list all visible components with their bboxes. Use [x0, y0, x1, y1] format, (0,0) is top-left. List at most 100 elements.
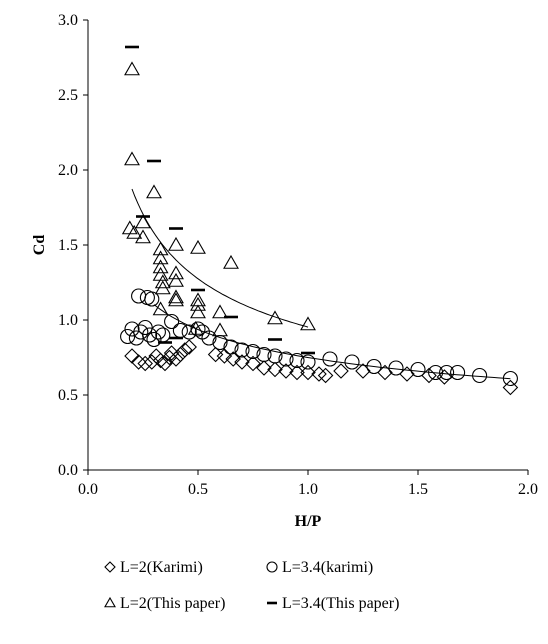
data-point — [223, 254, 239, 269]
data-point — [245, 343, 261, 360]
data-point — [225, 351, 241, 367]
y-tick-label: 0.5 — [58, 387, 78, 404]
series-triangle — [121, 61, 316, 337]
trendline — [153, 304, 511, 380]
data-point — [135, 229, 151, 244]
y-tick-label: 1.5 — [58, 237, 78, 254]
data-point — [439, 364, 455, 381]
data-point — [130, 354, 147, 370]
data-point — [150, 324, 166, 340]
data-point — [168, 272, 184, 287]
data-point — [190, 239, 206, 254]
data-point — [472, 367, 488, 384]
y-tick-label: 2.5 — [58, 87, 78, 104]
data-point — [135, 214, 151, 229]
data-point — [137, 319, 153, 336]
data-point — [234, 354, 250, 370]
axes — [87, 20, 528, 471]
data-point — [278, 351, 294, 367]
legend-marker — [104, 596, 116, 608]
data-point — [155, 327, 171, 343]
data-point — [142, 327, 158, 343]
data-point — [133, 324, 149, 340]
data-point — [144, 291, 160, 307]
legend-label: L=2(Karimi) — [120, 559, 203, 576]
data-point — [187, 320, 204, 335]
legend-label: L=3.4(This paper) — [282, 595, 399, 612]
legend-label: L=2(This paper) — [120, 595, 225, 612]
data-point — [168, 292, 184, 307]
data-point — [245, 355, 261, 372]
x-tick-label: 1.5 — [408, 481, 428, 498]
data-point — [300, 354, 316, 370]
plot-area — [120, 45, 519, 396]
data-point — [267, 348, 283, 364]
data-point — [152, 241, 169, 256]
data-point — [201, 330, 217, 346]
data-point — [234, 342, 250, 358]
data-point — [428, 364, 444, 381]
data-point — [256, 346, 272, 363]
data-point — [139, 289, 155, 306]
data-point — [317, 367, 334, 384]
data-point — [278, 363, 294, 379]
data-point — [289, 352, 305, 369]
series-dash — [125, 45, 315, 355]
data-point — [181, 324, 197, 340]
data-point — [502, 379, 519, 396]
data-point — [154, 280, 171, 295]
data-point — [190, 292, 206, 307]
legend: L=2(Karimi) L=3.4(karimi) L=2(This paper) L… — [104, 559, 399, 612]
data-point — [311, 366, 327, 382]
legend-marker — [266, 561, 278, 573]
data-point — [146, 184, 162, 199]
data-point — [152, 259, 169, 274]
data-point — [146, 331, 162, 348]
series-diamond — [124, 339, 519, 396]
y-axis-title: Cd — [31, 235, 48, 256]
data-point — [126, 224, 143, 239]
data-point — [124, 321, 140, 337]
data-point — [144, 354, 160, 370]
y-tick-label: 3.0 — [58, 12, 78, 29]
data-point — [164, 313, 180, 330]
data-point — [190, 304, 206, 319]
x-tick-label: 0.5 — [188, 481, 208, 498]
data-point — [410, 361, 426, 378]
legend-marker — [104, 561, 116, 573]
data-point — [300, 364, 316, 381]
data-point — [207, 346, 224, 363]
data-point — [212, 322, 228, 337]
data-point — [256, 360, 272, 376]
data-point — [344, 354, 360, 370]
data-point — [152, 250, 169, 265]
data-point — [177, 342, 193, 358]
data-point — [157, 355, 173, 372]
tick-labels: 0.0 0.5 1.0 1.5 2.0 0.0 0.5 1.0 1.5 2.0 2.5 3.0 — [58, 12, 538, 498]
data-point — [120, 328, 136, 345]
x-axis-title: H/P — [295, 513, 322, 530]
data-point — [124, 61, 140, 76]
data-point — [366, 358, 382, 375]
x-tick-label: 1.0 — [298, 481, 318, 498]
data-point — [190, 296, 206, 311]
x-tick-label: 0.0 — [78, 481, 98, 498]
data-point — [124, 151, 140, 166]
data-point — [181, 339, 197, 355]
legend-item: L=2(This paper) — [104, 595, 225, 612]
data-point — [322, 351, 338, 367]
data-point — [212, 304, 228, 319]
legend-item: L=3.4(This paper) — [267, 595, 399, 612]
data-point — [163, 345, 180, 361]
y-tick-label: 1.0 — [58, 312, 78, 329]
data-point — [172, 346, 189, 363]
data-point — [168, 289, 184, 304]
data-point — [267, 361, 283, 378]
data-point — [450, 364, 466, 381]
data-point — [223, 339, 239, 355]
data-point — [190, 321, 206, 337]
data-point — [399, 366, 415, 382]
series-circle — [120, 288, 518, 387]
data-point — [137, 355, 153, 372]
